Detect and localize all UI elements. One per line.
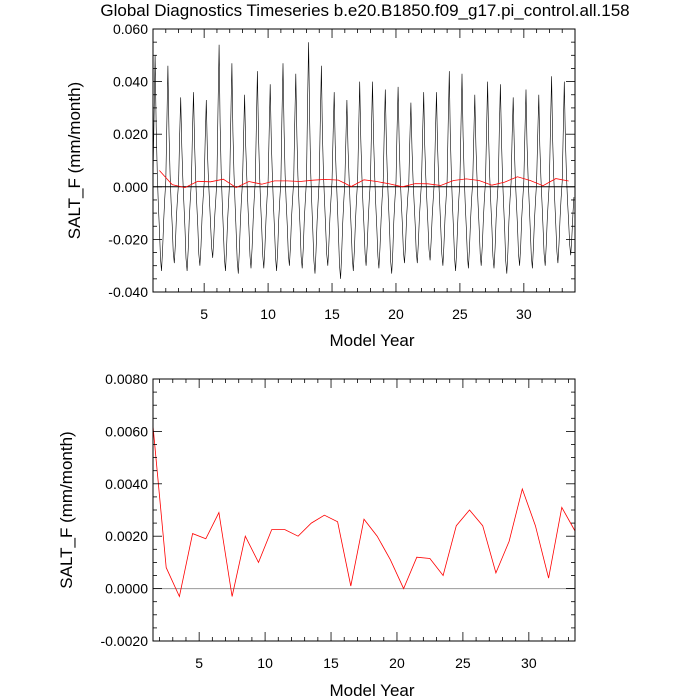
x-tick-label: 20 xyxy=(388,306,404,322)
series-line-annual xyxy=(159,170,569,189)
y-tick-label: 0.0040 xyxy=(105,476,148,492)
x-tick-label: 10 xyxy=(257,655,273,671)
y-tick-label: -0.040 xyxy=(108,284,148,300)
x-tick-label: 5 xyxy=(195,655,203,671)
y-tick-label: 0.000 xyxy=(113,179,148,195)
y-tick-label: 0.0060 xyxy=(105,423,148,439)
x-tick-label: 15 xyxy=(323,655,339,671)
x-tick-label: 15 xyxy=(324,306,340,322)
y-tick-label: 0.040 xyxy=(113,74,148,90)
plot-frame xyxy=(152,378,576,642)
y-tick-label: 0.0000 xyxy=(105,581,148,597)
x-tick-label: 30 xyxy=(521,655,537,671)
x-axis-title: Model Year xyxy=(329,331,414,350)
top-chart: 5 10 15 20 25 30 -0.040 -0.020 0.000 0.020 0.040 0.… xyxy=(65,21,576,350)
series-line-monthly xyxy=(153,42,575,279)
x-tick-label: 25 xyxy=(455,655,471,671)
x-tick-label: 5 xyxy=(200,306,208,322)
y-tick-label: 0.0080 xyxy=(105,371,148,387)
y-tick-label: 0.060 xyxy=(113,21,148,37)
y-axis-title: SALT_F (mm/month) xyxy=(65,82,84,239)
y-tick-label: 0.0020 xyxy=(105,528,148,544)
chart-title: Global Diagnostics Timeseries b.e20.B185… xyxy=(100,1,629,20)
y-tick-label: 0.020 xyxy=(113,126,148,142)
y-tick-label: -0.020 xyxy=(108,231,148,247)
x-tick-label: 25 xyxy=(452,306,468,322)
x-tick-label: 30 xyxy=(516,306,532,322)
x-tick-label: 10 xyxy=(260,306,276,322)
series-line-annual xyxy=(153,426,575,598)
x-axis-title: Model Year xyxy=(329,681,414,700)
y-axis-title: SALT_F (mm/month) xyxy=(57,431,76,588)
x-tick-label: 20 xyxy=(389,655,405,671)
bottom-chart: 5 10 15 20 25 30 -0.0020 0.0000 0.0020 0.0040 0.00… xyxy=(57,371,576,700)
y-tick-label: -0.0020 xyxy=(101,633,149,649)
